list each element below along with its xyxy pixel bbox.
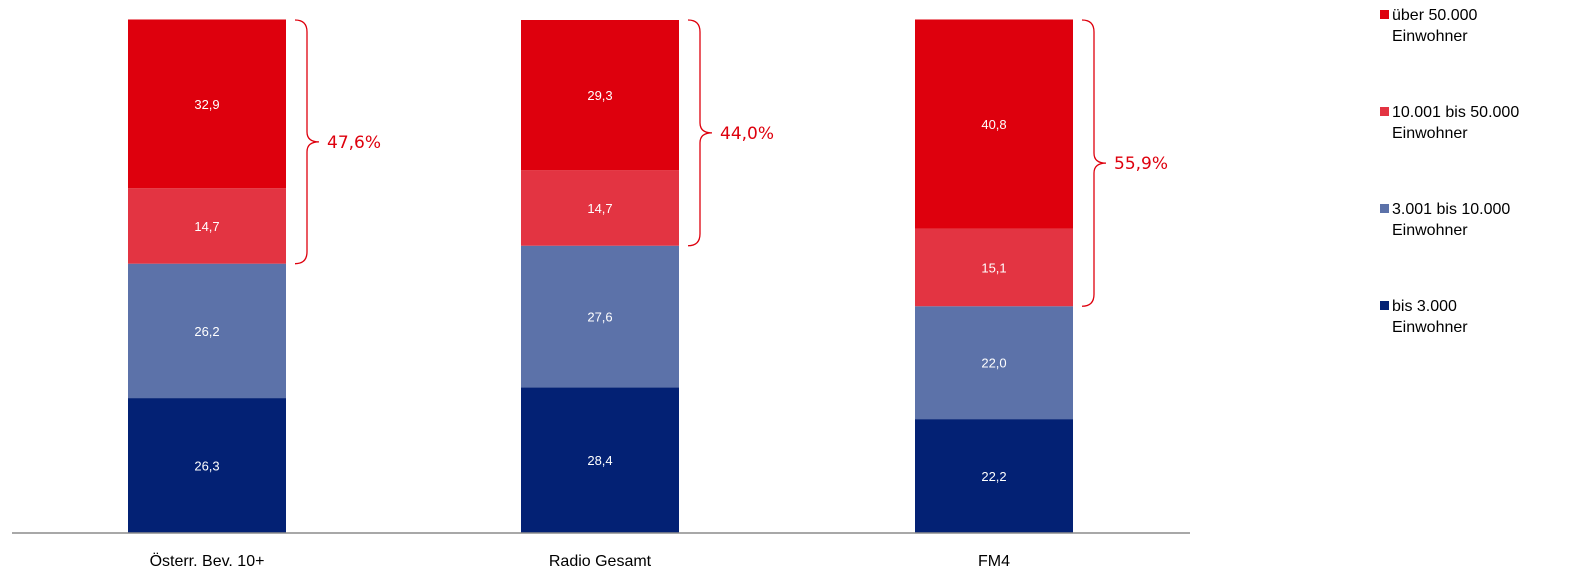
bar-value-label: 26,3 [194, 459, 219, 474]
category-label: Radio Gesamt [549, 553, 652, 570]
bars-group: 26,3 26,2 14,7 32,9 28,4 27,6 14,7 29,3 22,2 22,0… [128, 19, 1073, 533]
bar-value-label: 14,7 [587, 201, 612, 216]
bar-segment-2-1 [521, 387, 679, 533]
bar-value-label: 15,1 [981, 261, 1006, 276]
legend-swatch [1380, 301, 1389, 310]
bar-segment-1-1 [128, 398, 286, 533]
bar-value-label: 26,2 [194, 324, 219, 339]
legend-entry-line1: 3.001 bis 10.000 [1392, 201, 1510, 218]
legend-entry-line2: Einwohner [1392, 125, 1468, 142]
legend-entry-line1: bis 3.000 [1392, 298, 1457, 315]
category-label: FM4 [978, 553, 1010, 570]
legend-entry-line1: über 50.000 [1392, 7, 1478, 24]
bar-segment-3-1 [915, 419, 1073, 533]
legend-entry-line1: 10.001 bis 50.000 [1392, 104, 1519, 121]
bar-segment-1-3 [128, 188, 286, 264]
bar-value-label: 22,0 [981, 356, 1006, 371]
bar-segment-2-3 [521, 170, 679, 246]
braces-group: 47,6% 44,0% 55,9% [294, 19, 1168, 307]
bar-segment-1-4 [128, 19, 286, 189]
bar-segment-1-2 [128, 263, 286, 399]
bar-segment-3-3 [915, 228, 1073, 307]
bar-segment-3-2 [915, 306, 1073, 420]
bar-segment-3-4 [915, 19, 1073, 229]
bar-value-label: 40,8 [981, 117, 1006, 132]
bar-segment-2-4 [521, 20, 679, 171]
legend-swatch [1380, 107, 1389, 116]
bar-value-label: 14,7 [194, 219, 219, 234]
bar-value-label: 28,4 [587, 453, 612, 468]
legend-swatch [1380, 10, 1389, 19]
brace-percent-label: 44,0% [720, 124, 774, 144]
brace-1 [294, 19, 320, 265]
legend-entry-line2: Einwohner [1392, 28, 1468, 45]
brace-percent-label: 55,9% [1114, 154, 1168, 174]
legend-entry-line2: Einwohner [1392, 222, 1468, 239]
brace-percent-label: 47,6% [327, 133, 381, 153]
legend-swatch [1380, 204, 1389, 213]
bar-segment-2-2 [521, 245, 679, 388]
bar-value-label: 29,3 [587, 88, 612, 103]
category-labels-group: Österr. Bev. 10+ Radio Gesamt FM4 [150, 552, 1011, 570]
legend-entry-line2: Einwohner [1392, 319, 1468, 336]
brace-2 [687, 19, 713, 247]
bar-value-label: 32,9 [194, 97, 219, 112]
bar-value-label: 27,6 [587, 310, 612, 325]
brace-3 [1081, 19, 1107, 307]
bar-value-label: 22,2 [981, 469, 1006, 484]
category-label: Österr. Bev. 10+ [150, 552, 265, 570]
legend: über 50.000 Einwohner 10.001 bis 50.000 Ein… [1380, 7, 1519, 336]
